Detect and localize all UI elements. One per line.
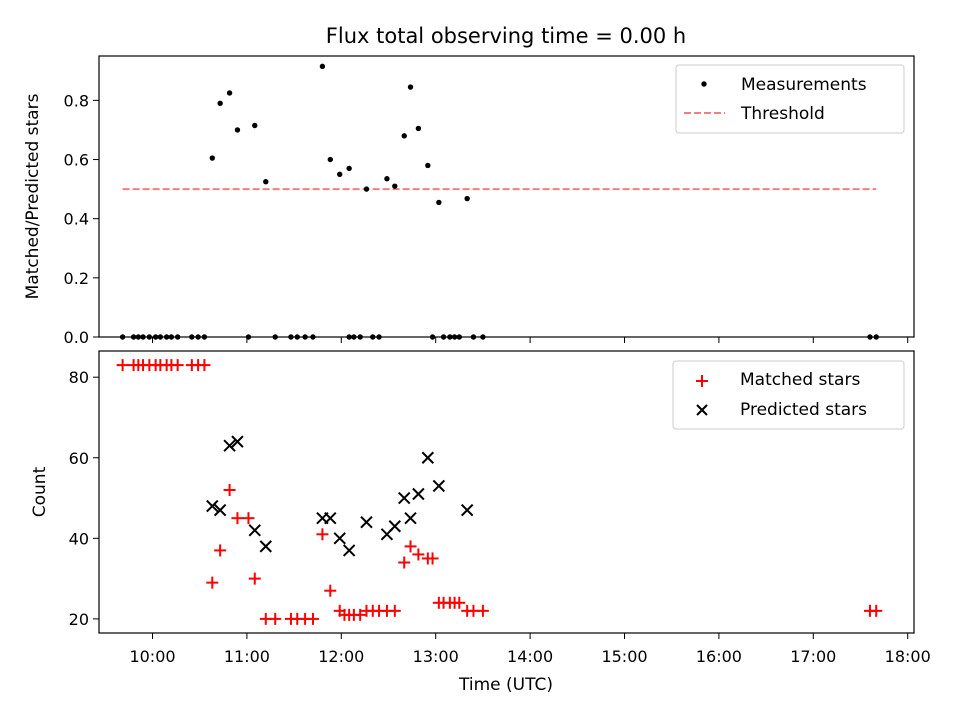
top-legend: Measurements Threshold [675, 64, 905, 134]
matched-star-marker [116, 359, 129, 372]
predicted-star-marker [460, 503, 474, 517]
top-legend-box [675, 64, 905, 134]
legend-measurements-label: Measurements [741, 75, 867, 95]
predicted-star-marker [432, 479, 446, 493]
bottom-y-axis-label: Count [30, 466, 50, 517]
matched-star-marker [306, 612, 319, 625]
matched-star-marker [404, 540, 417, 553]
bottom-y-tick-label: 80 [69, 368, 89, 387]
measurement-point [363, 186, 370, 192]
matched-star-marker [242, 512, 255, 525]
predicted-star-marker [231, 435, 244, 448]
measurement-point [407, 84, 414, 90]
measurement-point [464, 195, 470, 202]
predicted-star-marker [333, 532, 346, 545]
x-tick-label: 15:00 [601, 647, 647, 666]
top-panel: 0.00.20.40.60.8 Matched/Predicted stars … [23, 55, 915, 347]
predicted-star-marker [223, 439, 236, 452]
matched-star-marker [453, 596, 466, 609]
measurement-point [234, 127, 241, 133]
top-y-tick-label: 0.2 [64, 269, 89, 288]
matched-star-marker [206, 576, 219, 589]
bottom-panel-frame [98, 350, 915, 634]
predicted-star-marker [388, 520, 401, 533]
measurement-point [384, 176, 390, 182]
legend-matched-marker [696, 375, 708, 387]
x-tick-label: 11:00 [224, 647, 270, 666]
x-tick-label: 18:00 [885, 647, 931, 666]
measurement-point [415, 125, 422, 132]
measurement-point [436, 199, 442, 206]
measurement-point [392, 183, 398, 189]
top-panel-frame [98, 55, 915, 338]
measurement-point [209, 155, 215, 161]
top-y-tick-label: 0.4 [64, 210, 89, 229]
legend-measurements-marker [701, 81, 707, 87]
legend-matched-label: Matched stars [740, 370, 860, 390]
predicted-star-marker [404, 511, 417, 525]
x-axis-label: Time (UTC) [458, 675, 553, 695]
bottom-legend-box [672, 360, 905, 430]
matched-star-marker [248, 572, 261, 585]
x-tick-label: 10:00 [129, 647, 175, 666]
measurement-point [252, 122, 258, 129]
x-tick-label: 17:00 [790, 647, 836, 666]
bottom-y-tick-label: 20 [69, 610, 89, 629]
top-y-tick-label: 0.0 [64, 328, 89, 347]
predicted-star-marker [206, 499, 219, 513]
matched-star-marker [223, 483, 236, 496]
chart-title: Flux total observing time = 0.00 h [326, 24, 686, 48]
top-y-axis-label: Matched/Predicted stars [23, 93, 43, 299]
measurement-point [226, 90, 233, 96]
measurement-point [346, 165, 352, 172]
measurement-point [319, 63, 326, 70]
measurement-point [401, 133, 407, 139]
x-tick-label: 12:00 [318, 647, 364, 666]
matched-star-marker [412, 548, 425, 561]
predicted-star-marker [398, 491, 411, 505]
matched-star-marker [388, 604, 401, 617]
matched-star-marker [354, 608, 367, 621]
matched-star-marker [426, 552, 439, 565]
matched-star-marker [198, 359, 211, 372]
predicted-star-marker [259, 540, 272, 553]
predicted-star-marker [412, 487, 425, 501]
matched-star-marker [398, 556, 411, 569]
matched-star-marker [476, 604, 489, 617]
x-tick-label: 16:00 [696, 647, 742, 666]
x-tick-label: 14:00 [507, 647, 553, 666]
top-y-tick-label: 0.6 [64, 151, 89, 170]
bottom-y-tick-label: 60 [69, 449, 89, 468]
predicted-star-marker [248, 524, 261, 537]
measurement-point [337, 171, 343, 178]
matched-star-marker [214, 544, 227, 557]
top-y-tick-label: 0.8 [64, 91, 89, 110]
matched-star-marker [231, 512, 244, 525]
predicted-star-marker [213, 503, 227, 517]
predicted-star-marker [324, 511, 337, 525]
x-tick-label: 13:00 [413, 647, 459, 666]
measurement-point [263, 179, 269, 185]
predicted-star-marker [360, 516, 373, 529]
matched-star-marker [269, 612, 282, 625]
matched-star-marker [316, 528, 329, 541]
predicted-star-marker [421, 451, 435, 464]
bottom-y-tick-label: 40 [69, 529, 89, 548]
matched-star-marker [870, 604, 883, 617]
legend-predicted-label: Predicted stars [740, 400, 867, 420]
legend-threshold-label: Threshold [740, 104, 825, 124]
matched-star-marker [324, 584, 337, 597]
legend-predicted-marker [696, 404, 708, 416]
measurement-point [327, 156, 333, 163]
measurement-point [217, 100, 223, 107]
predicted-star-marker [342, 544, 356, 557]
matched-star-marker [171, 359, 184, 372]
measurement-point [425, 162, 431, 169]
bottom-legend: Matched stars Predicted stars [672, 360, 905, 430]
bottom-panel: 20 40 60 80 10:00 11:00 12:00 13:00 14:00 15:00 16… [30, 350, 931, 695]
